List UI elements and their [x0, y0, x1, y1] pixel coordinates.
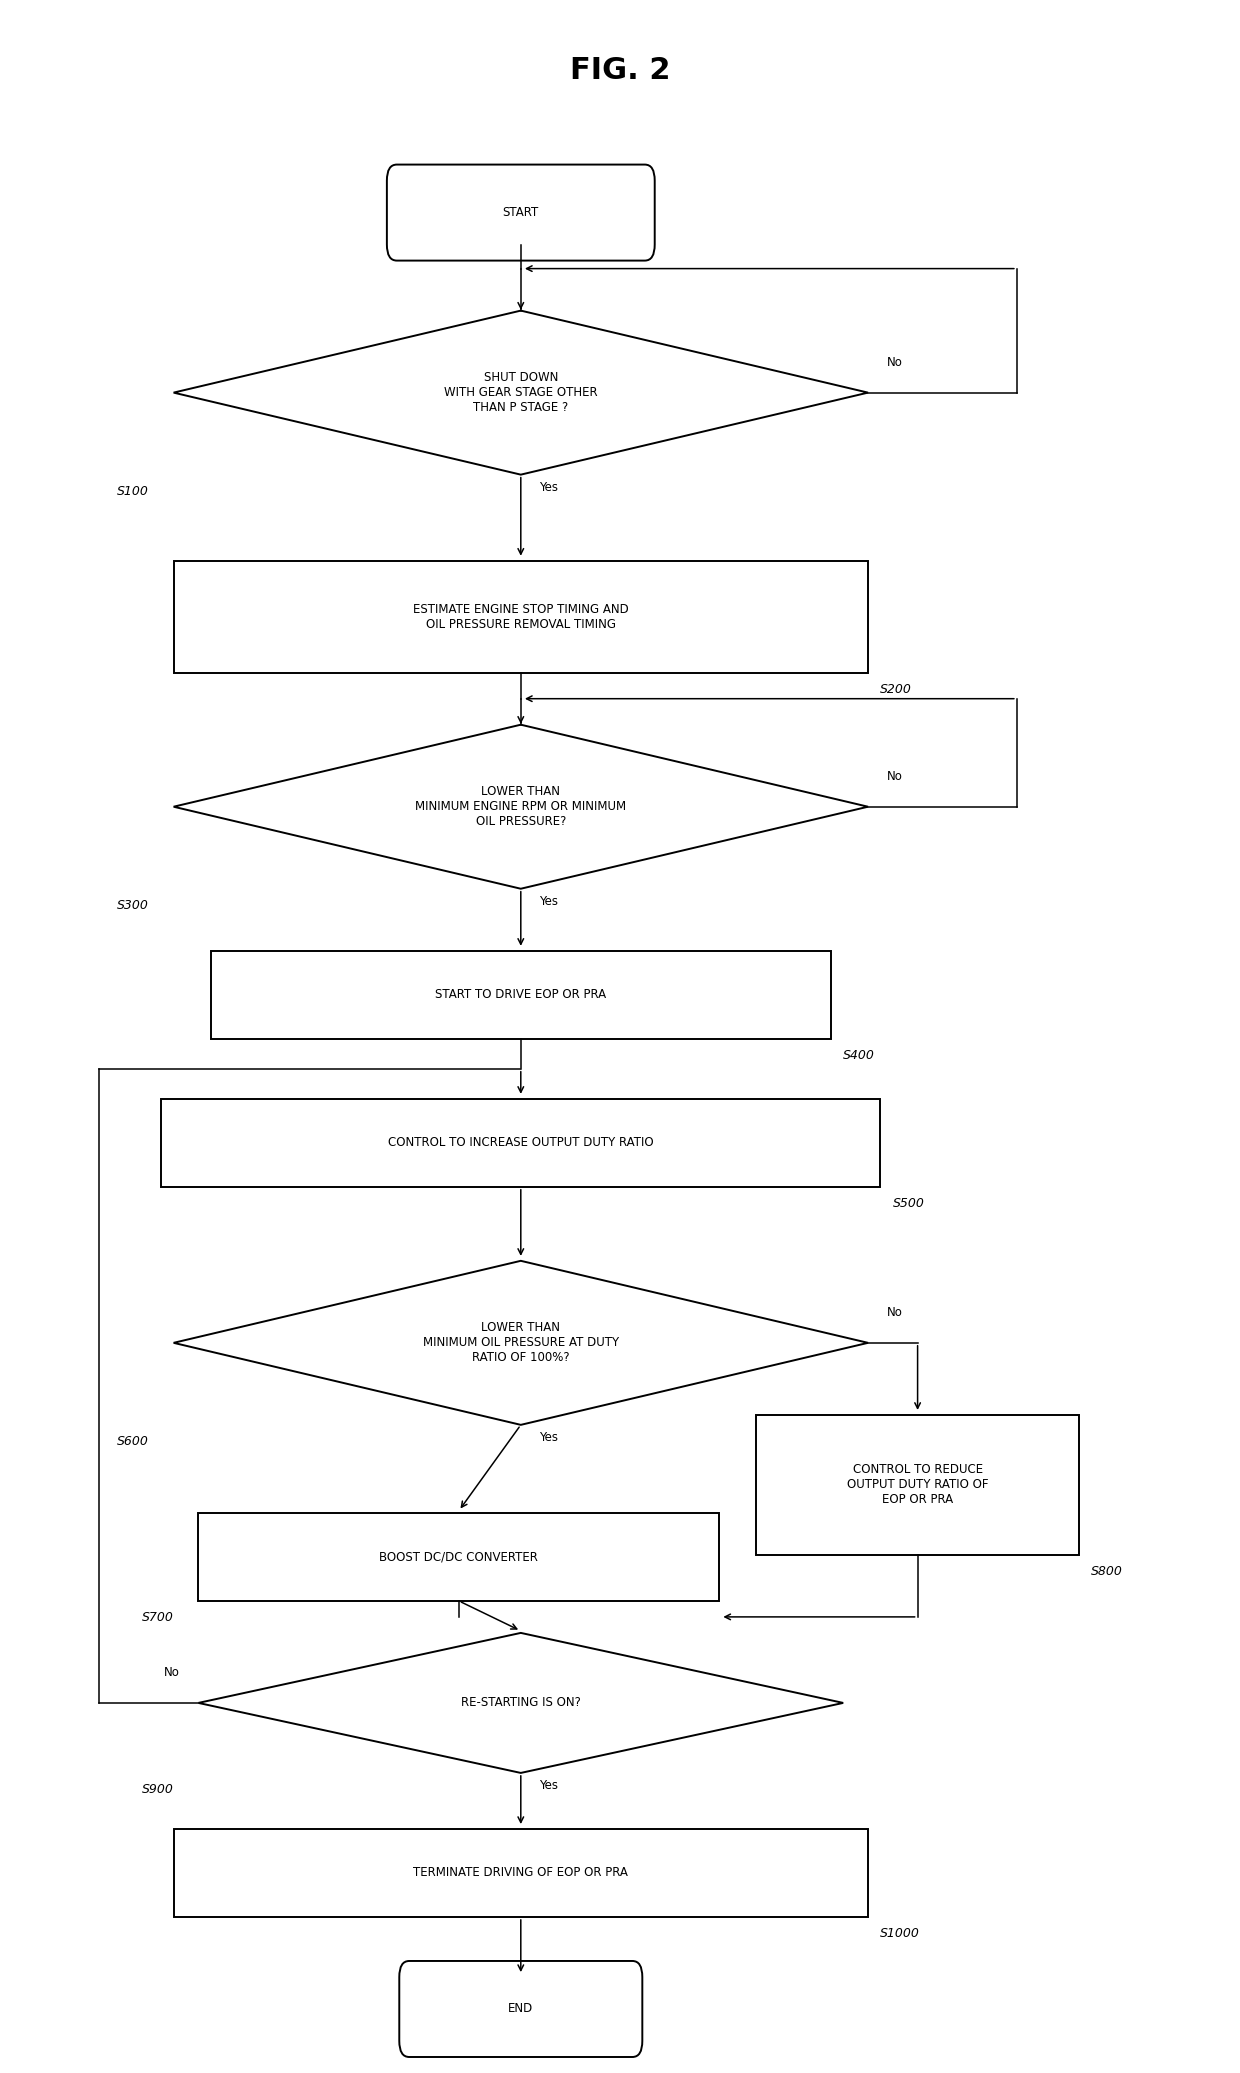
- Text: S600: S600: [117, 1435, 149, 1447]
- Text: BOOST DC/DC CONVERTER: BOOST DC/DC CONVERTER: [379, 1551, 538, 1563]
- Text: S500: S500: [893, 1196, 925, 1211]
- Text: No: No: [887, 357, 903, 369]
- Text: START TO DRIVE EOP OR PRA: START TO DRIVE EOP OR PRA: [435, 989, 606, 1001]
- Text: LOWER THAN
MINIMUM OIL PRESSURE AT DUTY
RATIO OF 100%?: LOWER THAN MINIMUM OIL PRESSURE AT DUTY …: [423, 1321, 619, 1364]
- Text: SHUT DOWN
WITH GEAR STAGE OTHER
THAN P STAGE ?: SHUT DOWN WITH GEAR STAGE OTHER THAN P S…: [444, 371, 598, 415]
- Text: TERMINATE DRIVING OF EOP OR PRA: TERMINATE DRIVING OF EOP OR PRA: [413, 1866, 629, 1880]
- Text: Yes: Yes: [539, 1430, 558, 1445]
- Text: S1000: S1000: [880, 1928, 920, 1940]
- FancyBboxPatch shape: [387, 164, 655, 261]
- Text: FIG. 2: FIG. 2: [569, 56, 671, 85]
- Text: S900: S900: [141, 1783, 174, 1795]
- Text: S800: S800: [1091, 1565, 1123, 1578]
- Polygon shape: [174, 726, 868, 889]
- Text: No: No: [887, 769, 903, 784]
- Polygon shape: [174, 311, 868, 475]
- Text: S400: S400: [843, 1049, 875, 1061]
- Text: S200: S200: [880, 682, 913, 697]
- Text: END: END: [508, 2003, 533, 2015]
- Text: ESTIMATE ENGINE STOP TIMING AND
OIL PRESSURE REMOVAL TIMING: ESTIMATE ENGINE STOP TIMING AND OIL PRES…: [413, 603, 629, 630]
- Bar: [174, 560, 868, 674]
- Text: CONTROL TO REDUCE
OUTPUT DUTY RATIO OF
EOP OR PRA: CONTROL TO REDUCE OUTPUT DUTY RATIO OF E…: [847, 1464, 988, 1507]
- Text: START: START: [502, 205, 539, 220]
- Polygon shape: [198, 1634, 843, 1772]
- Bar: [161, 1099, 880, 1188]
- Text: RE-STARTING IS ON?: RE-STARTING IS ON?: [461, 1696, 580, 1710]
- Polygon shape: [174, 1260, 868, 1424]
- Text: No: No: [164, 1667, 180, 1679]
- Bar: [756, 1416, 1079, 1555]
- Text: Yes: Yes: [539, 1779, 558, 1791]
- FancyBboxPatch shape: [399, 1961, 642, 2056]
- Text: S700: S700: [141, 1611, 174, 1623]
- Text: S100: S100: [117, 485, 149, 498]
- Bar: [198, 1513, 719, 1600]
- Text: S300: S300: [117, 900, 149, 912]
- Bar: [211, 952, 831, 1039]
- Text: CONTROL TO INCREASE OUTPUT DUTY RATIO: CONTROL TO INCREASE OUTPUT DUTY RATIO: [388, 1136, 653, 1148]
- Text: Yes: Yes: [539, 481, 558, 493]
- Bar: [174, 1828, 868, 1918]
- Text: Yes: Yes: [539, 896, 558, 908]
- Text: No: No: [887, 1306, 903, 1318]
- Text: LOWER THAN
MINIMUM ENGINE RPM OR MINIMUM
OIL PRESSURE?: LOWER THAN MINIMUM ENGINE RPM OR MINIMUM…: [415, 786, 626, 829]
